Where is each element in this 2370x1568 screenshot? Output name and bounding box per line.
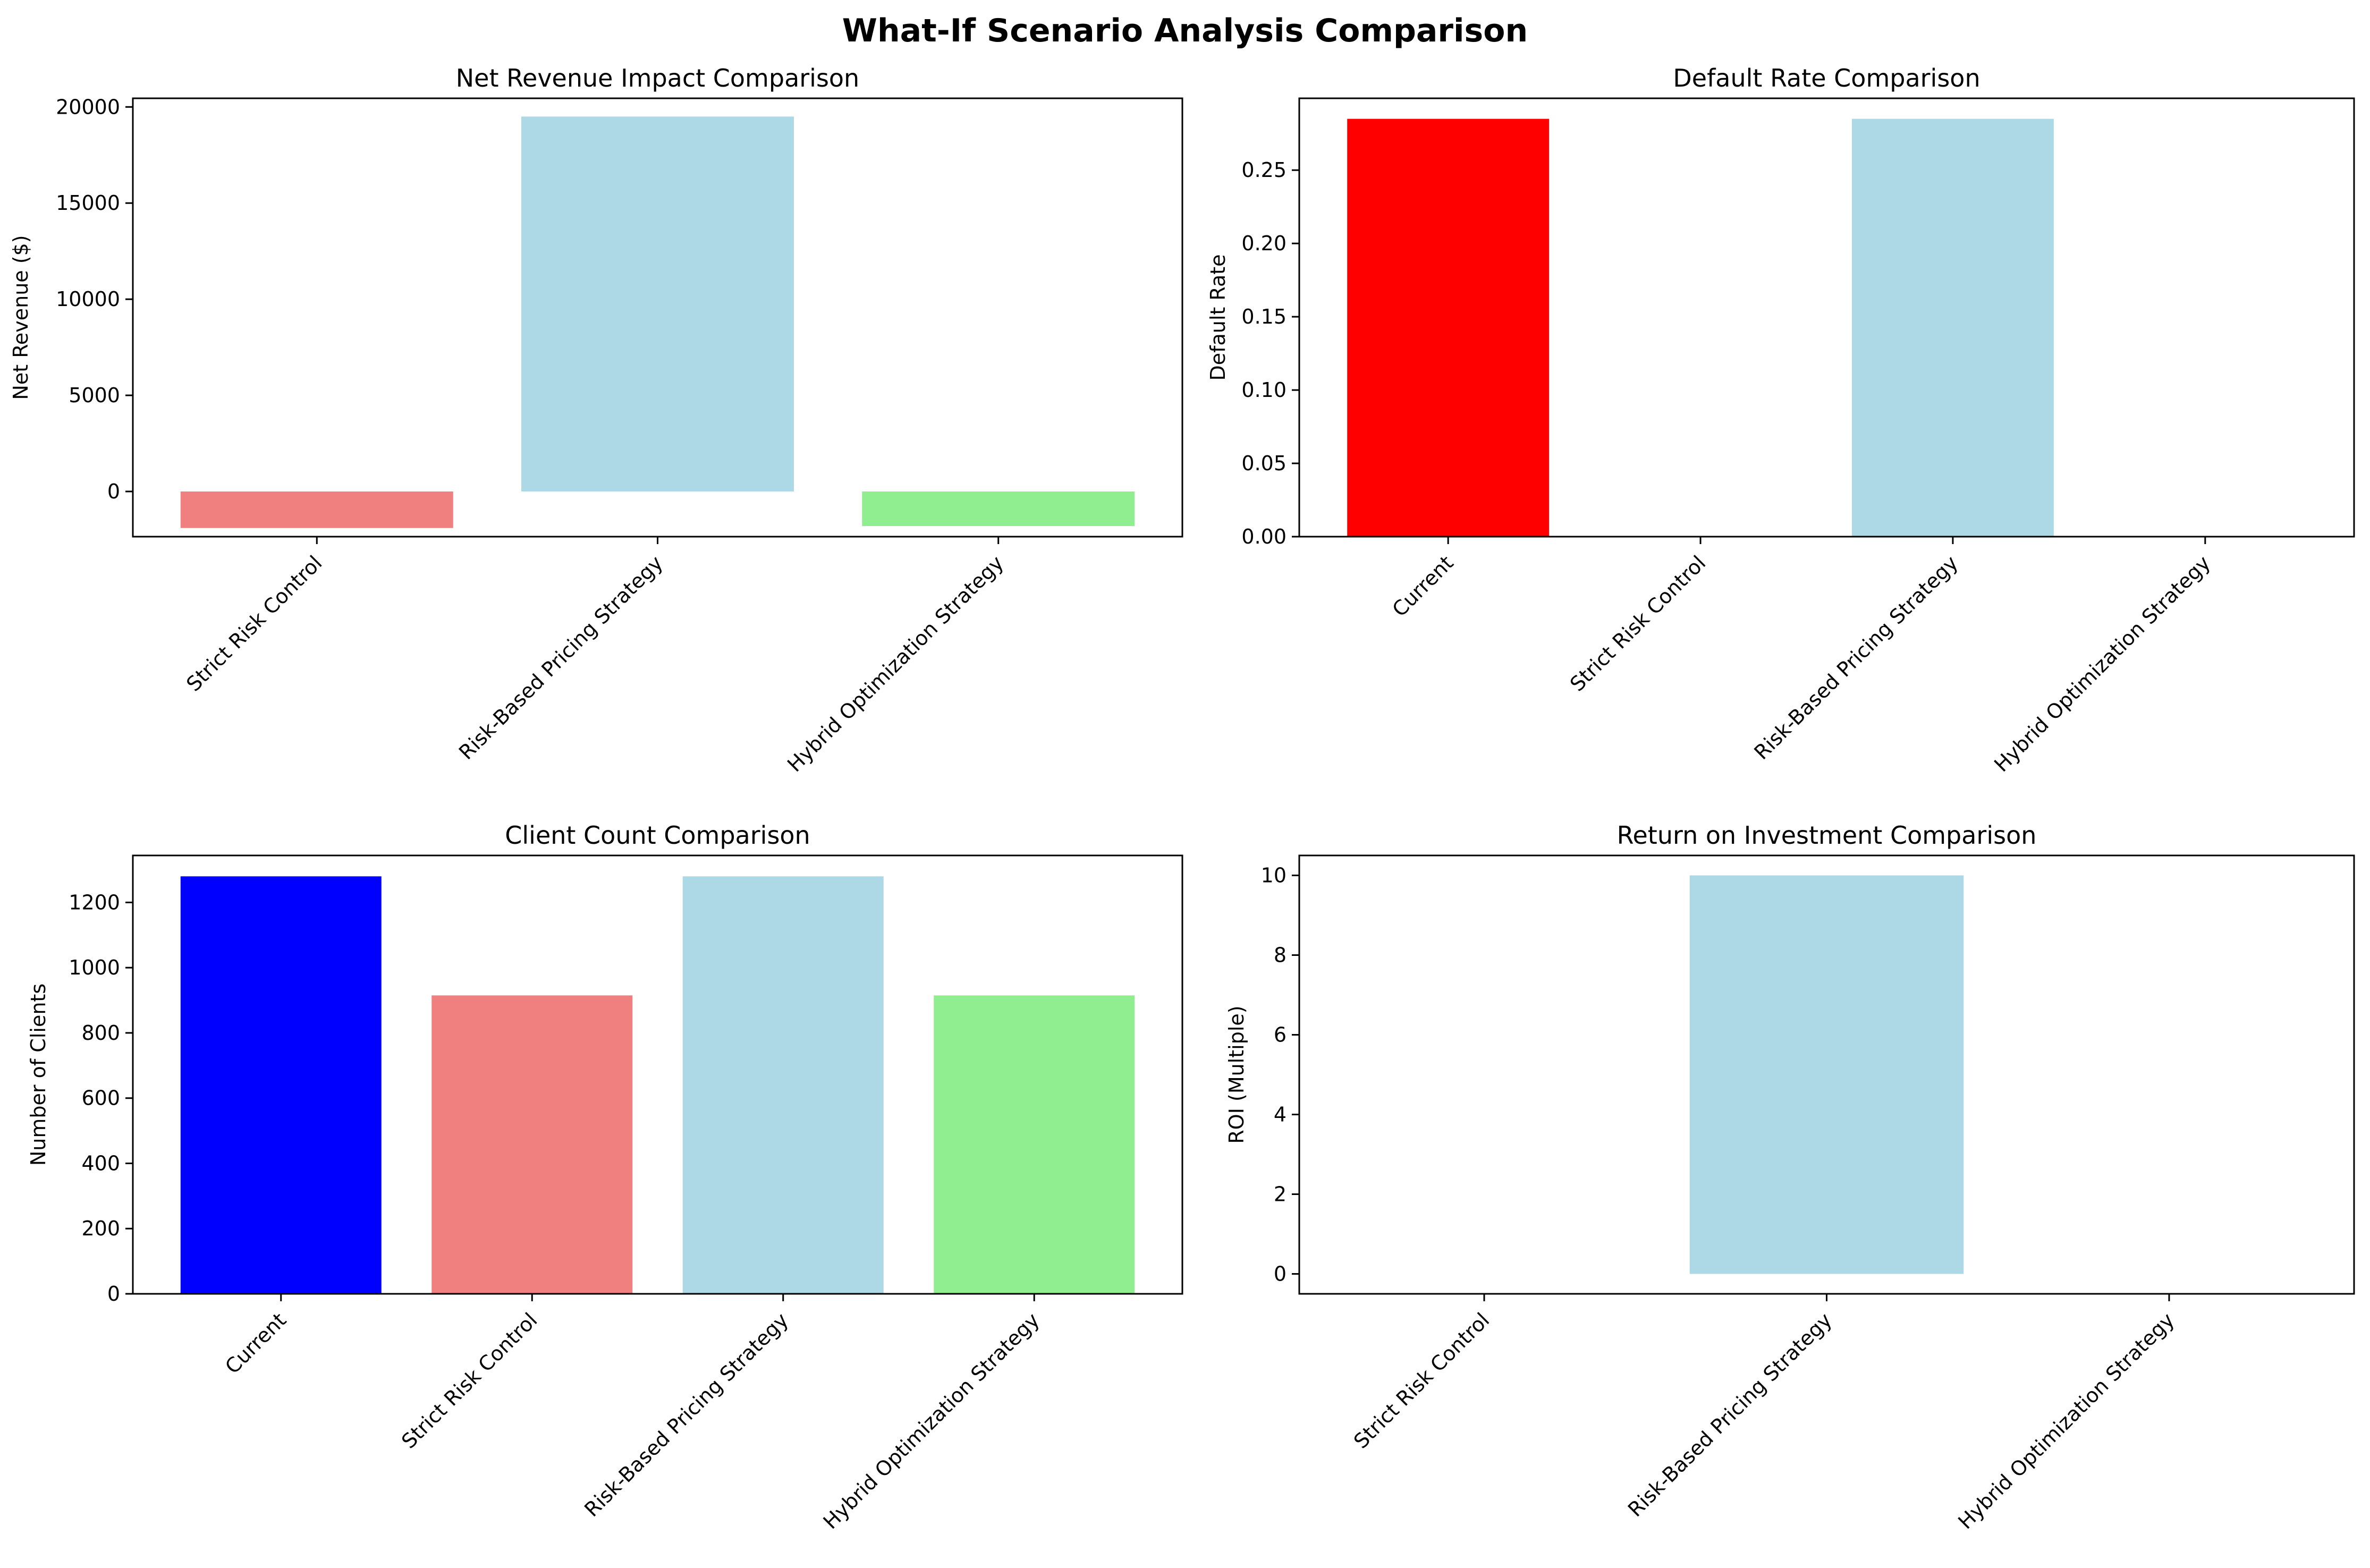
x-tick-label-strict-risk-control: Strict Risk Control bbox=[182, 551, 326, 696]
bar-risk-based-pricing-strategy bbox=[1851, 118, 2054, 537]
y-axis-label: Number of Clients bbox=[27, 984, 50, 1166]
y-tick-label: 0 bbox=[1274, 1262, 1286, 1286]
y-tick-label: 0 bbox=[107, 1282, 120, 1306]
subplot-title: Default Rate Comparison bbox=[1673, 64, 1980, 92]
figure-title: What-If Scenario Analysis Comparison bbox=[842, 12, 1528, 49]
subplot-title: Client Count Comparison bbox=[505, 821, 810, 850]
y-tick-label: 0.00 bbox=[1241, 525, 1286, 548]
y-axis-label: Net Revenue ($) bbox=[9, 235, 32, 400]
bar-risk-based-pricing-strategy bbox=[1689, 875, 1964, 1274]
x-tick-label-risk-based-pricing-strategy: Risk-Based Pricing Strategy bbox=[1749, 551, 1962, 764]
y-tick-label: 6 bbox=[1274, 1023, 1286, 1047]
y-tick-label: 400 bbox=[81, 1151, 120, 1175]
x-tick-label-strict-risk-control: Strict Risk Control bbox=[1349, 1308, 1494, 1453]
y-tick-label: 20000 bbox=[56, 95, 120, 118]
y-tick-label: 10000 bbox=[56, 287, 120, 311]
y-tick-label: 800 bbox=[81, 1021, 120, 1045]
axes-frame bbox=[132, 854, 1183, 1295]
y-tick-label: 200 bbox=[81, 1217, 120, 1240]
subplot-3: 0 200 400 600 800 1000 1200 Current Strict Risk … bbox=[27, 821, 1183, 1533]
x-tick-label-current: Current bbox=[1388, 551, 1458, 621]
subplot-4: 0 2 4 6 8 10 Strict Risk Control Risk-Based Pri… bbox=[1225, 821, 2355, 1533]
y-tick-label: 0 bbox=[107, 480, 120, 503]
bar-risk-based-pricing-strategy bbox=[682, 876, 884, 1294]
y-axis-label: Default Rate bbox=[1206, 254, 1230, 380]
bar-current bbox=[1347, 118, 1550, 537]
y-tick-label: 4 bbox=[1274, 1103, 1286, 1126]
x-tick-label-risk-based-pricing-strategy: Risk-Based Pricing Strategy bbox=[580, 1308, 793, 1521]
y-tick-label: 0.20 bbox=[1241, 232, 1286, 255]
y-tick-label: 0.25 bbox=[1241, 158, 1286, 182]
y-tick-label: 1000 bbox=[69, 956, 120, 979]
bar-strict-risk-control bbox=[431, 995, 633, 1294]
x-tick-label-hybrid-optimization-strategy: Hybrid Optimization Strategy bbox=[1990, 551, 2215, 776]
y-tick-label: 600 bbox=[81, 1087, 120, 1110]
subplot-1: 0 5000 10000 15000 20000 Strict Risk Control R… bbox=[9, 64, 1183, 776]
subplot-title: Net Revenue Impact Comparison bbox=[456, 64, 859, 92]
subplot-2: 0.00 0.05 0.10 0.15 0.20 0.25 Current Strict Ri… bbox=[1206, 64, 2355, 776]
subplot-title: Return on Investment Comparison bbox=[1617, 821, 2037, 850]
bar-current bbox=[180, 876, 382, 1294]
x-tick-label-hybrid-optimization-strategy: Hybrid Optimization Strategy bbox=[819, 1308, 1044, 1533]
y-tick-label: 0.10 bbox=[1241, 378, 1286, 402]
bar-risk-based-pricing-strategy bbox=[521, 116, 794, 491]
y-tick-label: 0.15 bbox=[1241, 305, 1286, 328]
x-tick-label-risk-based-pricing-strategy: Risk-Based Pricing Strategy bbox=[454, 551, 667, 764]
x-tick-label-strict-risk-control: Strict Risk Control bbox=[1565, 551, 1710, 696]
bar-hybrid-optimization-strategy bbox=[862, 491, 1135, 527]
x-tick-label-risk-based-pricing-strategy: Risk-Based Pricing Strategy bbox=[1623, 1308, 1836, 1521]
bar-hybrid-optimization-strategy bbox=[934, 995, 1135, 1294]
y-tick-label: 0.05 bbox=[1241, 452, 1286, 475]
x-tick-label-hybrid-optimization-strategy: Hybrid Optimization Strategy bbox=[783, 551, 1008, 776]
y-tick-label: 8 bbox=[1274, 944, 1286, 967]
bar-strict-risk-control bbox=[180, 491, 453, 528]
y-tick-label: 2 bbox=[1274, 1183, 1286, 1206]
x-tick-label-strict-risk-control: Strict Risk Control bbox=[397, 1308, 541, 1453]
y-tick-label: 1200 bbox=[69, 891, 120, 914]
y-tick-label: 10 bbox=[1261, 864, 1286, 887]
x-tick-label-current: Current bbox=[221, 1308, 291, 1378]
y-axis-label: ROI (Multiple) bbox=[1225, 1005, 1248, 1143]
y-tick-label: 15000 bbox=[56, 191, 120, 215]
y-tick-label: 5000 bbox=[69, 384, 120, 407]
x-tick-label-hybrid-optimization-strategy: Hybrid Optimization Strategy bbox=[1953, 1308, 2179, 1533]
